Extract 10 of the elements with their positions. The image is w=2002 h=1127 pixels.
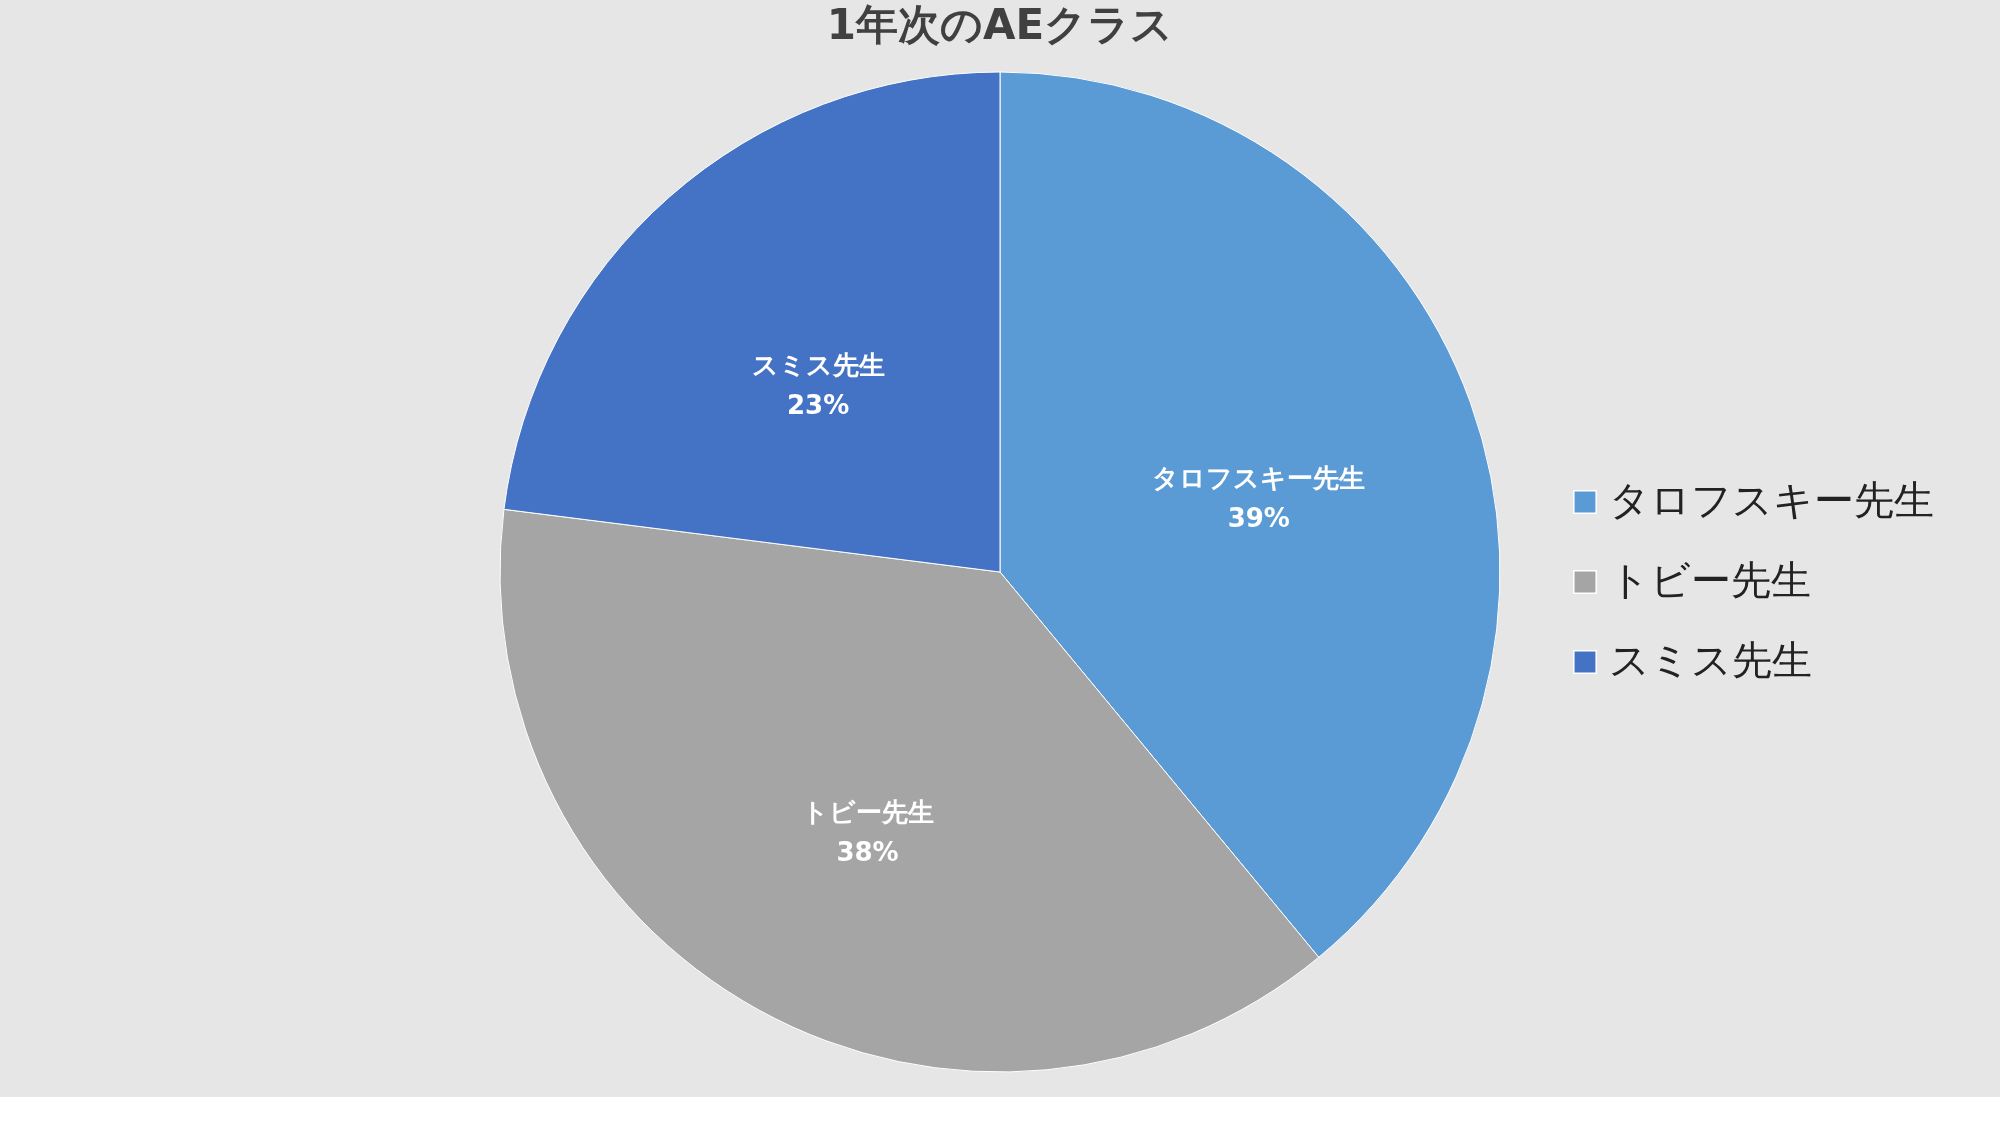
slice-label: スミス先生 — [751, 349, 885, 380]
legend-label: トビー先生 — [1609, 557, 1811, 603]
data-label: 23% — [787, 389, 850, 420]
data-label: 39% — [1227, 502, 1290, 533]
chart-title: 1年次のAEクラス — [826, 0, 1174, 49]
slice-label: タロフスキー先生 — [1152, 462, 1366, 493]
slice-label: トビー先生 — [801, 796, 934, 827]
legend-label: スミス先生 — [1609, 637, 1812, 683]
data-label: 38% — [836, 836, 899, 867]
legend-label: タロフスキー先生 — [1609, 477, 1934, 523]
